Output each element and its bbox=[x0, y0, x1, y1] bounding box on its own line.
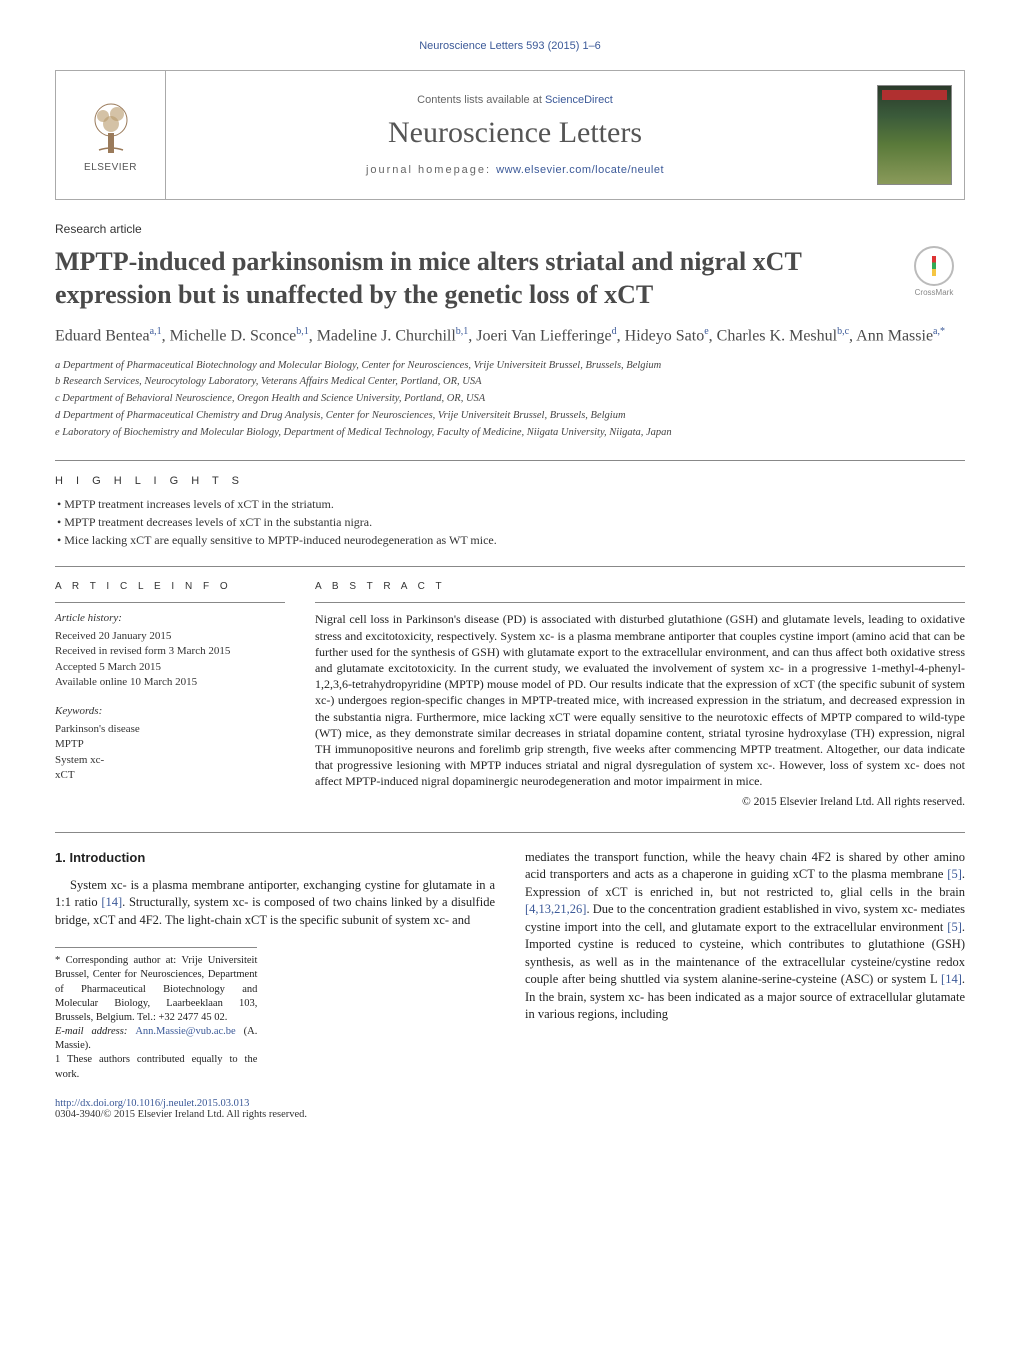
footnotes-block: * Corresponding author at: Vrije Univers… bbox=[55, 947, 257, 1082]
info-rule bbox=[55, 602, 285, 603]
history-line: Received in revised form 3 March 2015 bbox=[55, 644, 285, 659]
abstract-copyright: © 2015 Elsevier Ireland Ltd. All rights … bbox=[315, 796, 965, 808]
crossmark-badge[interactable]: CrossMark bbox=[903, 246, 965, 297]
authors-line: Eduard Benteaa,1, Michelle D. Sconceb,1,… bbox=[55, 325, 965, 348]
affiliation-line: a Department of Pharmaceutical Biotechno… bbox=[55, 358, 965, 374]
masthead: ELSEVIER Contents lists available at Sci… bbox=[55, 70, 965, 200]
abstract-text: Nigral cell loss in Parkinson's disease … bbox=[315, 611, 965, 789]
highlights-heading: H I G H L I G H T S bbox=[55, 475, 965, 487]
abstract-rule bbox=[315, 602, 965, 603]
body-text: . Due to the concentration gradient esta… bbox=[525, 902, 965, 934]
keyword: MPTP bbox=[55, 737, 285, 752]
contents-prefix: Contents lists available at bbox=[417, 94, 545, 106]
citation-ref[interactable]: [5] bbox=[947, 867, 962, 881]
history-label: Article history: bbox=[55, 611, 285, 626]
body-text: mediates the transport function, while t… bbox=[525, 850, 965, 882]
masthead-center: Contents lists available at ScienceDirec… bbox=[166, 71, 864, 199]
highlight-item: MPTP treatment decreases levels of xCT i… bbox=[57, 515, 965, 530]
homepage-line: journal homepage: www.elsevier.com/locat… bbox=[366, 164, 664, 176]
homepage-link[interactable]: www.elsevier.com/locate/neulet bbox=[496, 164, 664, 176]
equal-contribution-note: 1 These authors contributed equally to t… bbox=[55, 1053, 257, 1081]
article-info-block: A R T I C L E I N F O Article history: R… bbox=[55, 581, 285, 807]
history-lines: Received 20 January 2015Received in revi… bbox=[55, 629, 285, 691]
corresponding-author-note: * Corresponding author at: Vrije Univers… bbox=[55, 954, 257, 1025]
highlight-item: Mice lacking xCT are equally sensitive t… bbox=[57, 533, 965, 548]
issn-copyright-line: 0304-3940/© 2015 Elsevier Ireland Ltd. A… bbox=[55, 1109, 307, 1120]
elsevier-tree-icon bbox=[81, 98, 141, 158]
section-rule bbox=[55, 460, 965, 461]
article-info-heading: A R T I C L E I N F O bbox=[55, 581, 285, 592]
highlights-list: MPTP treatment increases levels of xCT i… bbox=[55, 497, 965, 548]
affiliation-line: b Research Services, Neurocytology Labor… bbox=[55, 374, 965, 390]
doi-link[interactable]: http://dx.doi.org/10.1016/j.neulet.2015.… bbox=[55, 1098, 249, 1109]
citation-ref[interactable]: [5] bbox=[947, 920, 962, 934]
homepage-prefix: journal homepage: bbox=[366, 164, 496, 176]
email-label: E-mail address: bbox=[55, 1026, 135, 1037]
section-rule bbox=[55, 832, 965, 833]
body-columns: 1. Introduction System xc- is a plasma m… bbox=[55, 849, 965, 1082]
keyword: System xc- bbox=[55, 753, 285, 768]
affiliation-line: e Laboratory of Biochemistry and Molecul… bbox=[55, 425, 965, 441]
email-line: E-mail address: Ann.Massie@vub.ac.be (A.… bbox=[55, 1025, 257, 1053]
keywords-label: Keywords: bbox=[55, 704, 285, 719]
crossmark-icon bbox=[914, 246, 954, 286]
crossmark-label: CrossMark bbox=[915, 288, 954, 297]
history-line: Received 20 January 2015 bbox=[55, 629, 285, 644]
intro-paragraph-col2: mediates the transport function, while t… bbox=[525, 849, 965, 1024]
highlight-item: MPTP treatment increases levels of xCT i… bbox=[57, 497, 965, 512]
contents-available-line: Contents lists available at ScienceDirec… bbox=[417, 94, 613, 106]
intro-paragraph-col1: System xc- is a plasma membrane antiport… bbox=[55, 877, 495, 930]
section-heading-intro: 1. Introduction bbox=[55, 849, 495, 867]
page-footer: http://dx.doi.org/10.1016/j.neulet.2015.… bbox=[55, 1098, 965, 1120]
journal-name: Neuroscience Letters bbox=[388, 116, 642, 150]
affiliation-line: c Department of Behavioral Neuroscience,… bbox=[55, 391, 965, 407]
cover-thumbnail bbox=[877, 85, 952, 185]
article-type: Research article bbox=[55, 222, 965, 236]
affiliations: a Department of Pharmaceutical Biotechno… bbox=[55, 358, 965, 441]
keywords-lines: Parkinson's diseaseMPTPSystem xc-xCT bbox=[55, 722, 285, 784]
citation-header: Neuroscience Letters 593 (2015) 1–6 bbox=[55, 40, 965, 52]
publisher-name: ELSEVIER bbox=[84, 162, 137, 173]
article-title: MPTP-induced parkinsonism in mice alters… bbox=[55, 246, 883, 311]
history-line: Accepted 5 March 2015 bbox=[55, 660, 285, 675]
abstract-block: A B S T R A C T Nigral cell loss in Park… bbox=[315, 581, 965, 807]
email-link[interactable]: Ann.Massie@vub.ac.be bbox=[135, 1026, 235, 1037]
keyword: Parkinson's disease bbox=[55, 722, 285, 737]
section-rule bbox=[55, 566, 965, 567]
citation-ref[interactable]: [4,13,21,26] bbox=[525, 902, 586, 916]
sciencedirect-link[interactable]: ScienceDirect bbox=[545, 94, 613, 106]
publisher-logo-block: ELSEVIER bbox=[56, 71, 166, 199]
cover-thumbnail-block bbox=[864, 71, 964, 199]
keyword: xCT bbox=[55, 768, 285, 783]
affiliation-line: d Department of Pharmaceutical Chemistry… bbox=[55, 408, 965, 424]
history-line: Available online 10 March 2015 bbox=[55, 675, 285, 690]
citation-ref[interactable]: [14] bbox=[101, 895, 122, 909]
abstract-heading: A B S T R A C T bbox=[315, 581, 965, 592]
citation-ref[interactable]: [14] bbox=[941, 972, 962, 986]
